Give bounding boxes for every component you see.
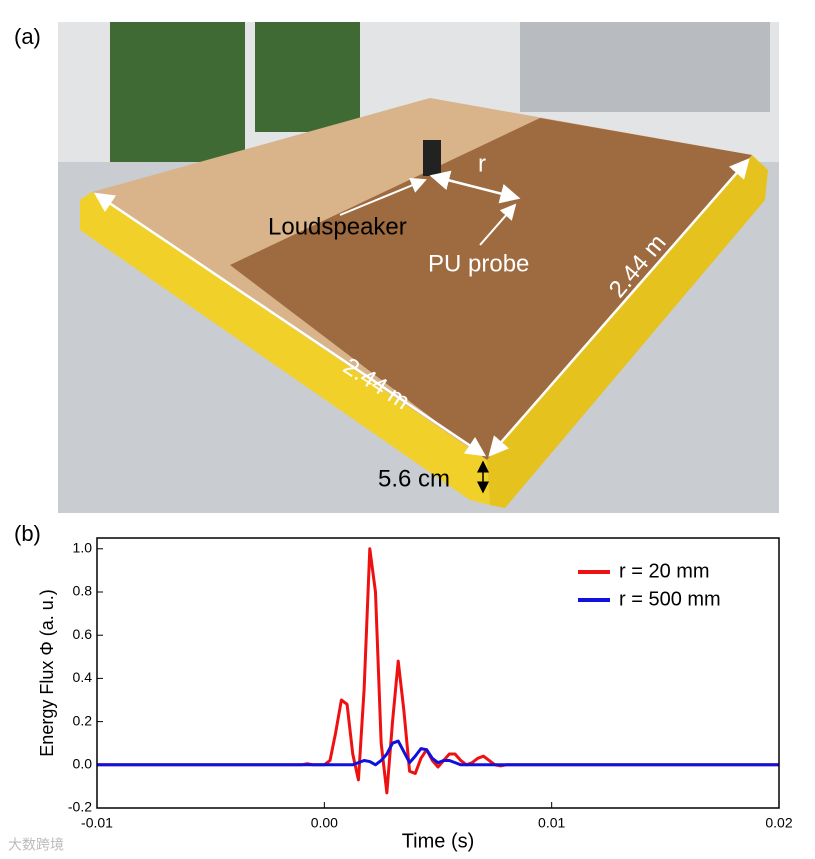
- x-tick-label: -0.01: [81, 815, 113, 831]
- legend-label: r = 20 mm: [619, 560, 710, 582]
- x-tick-label: 0.02: [765, 815, 792, 831]
- y-tick-label: 0.6: [73, 626, 93, 642]
- photo: r Loudspeaker PU probe 2.44 m 2.44 m 5.6…: [58, 22, 779, 513]
- y-tick-label: 1.0: [73, 540, 93, 556]
- y-tick-label: 0.0: [73, 756, 93, 772]
- series-line: [97, 547, 779, 795]
- annotation: Loudspeaker: [268, 213, 407, 240]
- y-tick-label: 0.4: [73, 669, 93, 685]
- annotation: PU probe: [428, 250, 529, 277]
- y-tick-label: 0.2: [73, 712, 93, 728]
- y-tick-label: -0.2: [68, 799, 92, 815]
- y-axis-label: Energy Flux Φ (a. u.): [37, 589, 57, 756]
- annotation: 5.6 cm: [378, 465, 450, 492]
- legend-label: r = 500 mm: [619, 588, 721, 610]
- series-line: [97, 739, 779, 767]
- x-axis-label: Time (s): [402, 830, 475, 852]
- x-tick-label: 0.00: [311, 815, 338, 831]
- panel-label: (a): [14, 24, 41, 49]
- y-tick-label: 0.8: [73, 583, 93, 599]
- annotation: r: [478, 150, 486, 177]
- panel-label: (b): [14, 521, 41, 546]
- x-tick-label: 0.01: [538, 815, 565, 831]
- watermark: 大数跨境: [8, 837, 64, 853]
- chart: -0.01 0.00 0.01 0.02 -0.2 0.0 0.2 0.4 0.6 0.8 1.0 T…: [37, 537, 793, 852]
- plot-frame: [96, 537, 780, 809]
